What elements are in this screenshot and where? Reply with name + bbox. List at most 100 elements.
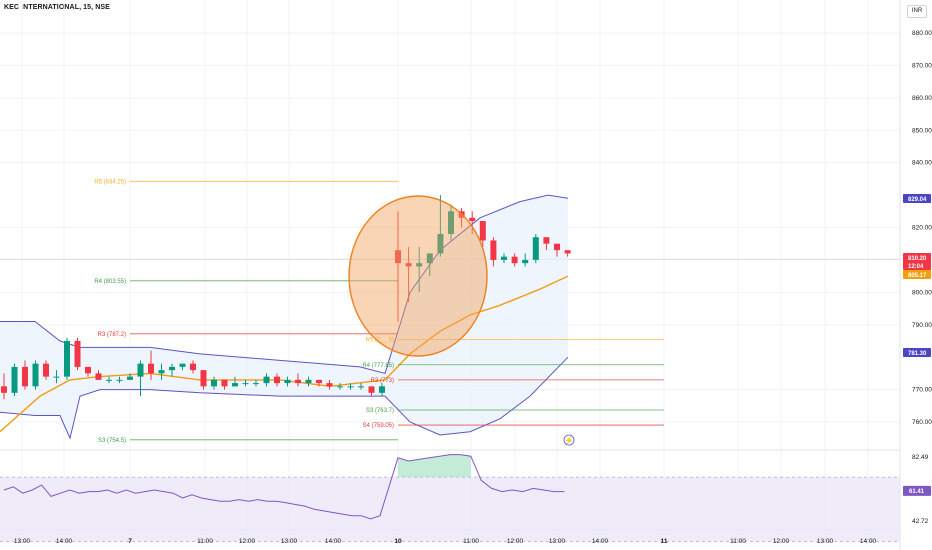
candle-body — [43, 363, 49, 377]
time-axis: 13:00 14:00 7 11:00 12:00 13:00 14:00 10 11:00 12… — [14, 538, 877, 545]
candle-body — [337, 386, 343, 388]
candle-body — [522, 259, 529, 264]
rsi-tag-label: 61.41 — [909, 489, 925, 495]
candle-body — [479, 221, 486, 241]
rsi-band — [0, 477, 900, 542]
price-tags: 829.04 810.20 12:04 805.17 781.30 61.41 — [903, 194, 931, 496]
candle-body — [211, 379, 217, 387]
candle-body — [274, 376, 280, 384]
candle-body — [232, 383, 238, 387]
price-tick-label: 880.00 — [912, 30, 932, 37]
candle-body — [253, 383, 259, 385]
candle-body — [221, 379, 228, 387]
time-tick-label: 14:00 — [860, 538, 877, 545]
candle-body — [158, 370, 165, 374]
time-tick-label: 14:00 — [592, 538, 609, 545]
time-tick-label: 10 — [394, 538, 402, 545]
lightning-icon: ⚡ — [564, 435, 574, 445]
pivot-label: R4 (777.65) — [362, 363, 394, 369]
candle-body — [532, 237, 539, 260]
time-tick-label: 13:00 — [549, 538, 566, 545]
lightning-icon-ring — [563, 434, 575, 446]
rsi-pane — [0, 454, 900, 542]
candle-body — [437, 233, 444, 254]
rsi-tick-label: 82.49 — [912, 454, 929, 461]
price-tag-label: 781.30 — [908, 351, 927, 357]
candle-body — [448, 211, 454, 234]
currency-button[interactable]: INR — [907, 5, 927, 18]
candle-body — [543, 237, 550, 244]
candle-body — [53, 376, 60, 378]
time-tick-label: 14:00 — [325, 538, 342, 545]
pivot-label: S3 (763.7) — [366, 408, 394, 414]
candle-body — [32, 363, 39, 387]
candle-body — [358, 386, 364, 388]
candle-body — [190, 363, 196, 371]
price-tag — [903, 270, 931, 279]
candle-body — [95, 373, 102, 380]
pivot-label: R5 (834.25) — [94, 179, 126, 185]
time-tick-label: 13:00 — [817, 538, 834, 545]
price-tag — [903, 261, 931, 270]
pivot-label: S3 (754.5) — [98, 438, 126, 444]
time-tick-label: 14:00 — [56, 538, 73, 545]
price-tag — [903, 253, 931, 262]
chart-title: KEC INTERNATIONAL, 15, NSE — [4, 4, 110, 11]
rsi-tag — [903, 485, 931, 496]
candle-body — [200, 370, 207, 387]
candle-body — [11, 366, 18, 393]
candle-body — [22, 366, 28, 387]
pivot-label: R3 (773) — [371, 378, 394, 384]
price-tick-label: 820.00 — [912, 225, 932, 232]
candle-body — [64, 340, 70, 377]
price-tick-label: 790.00 — [912, 322, 932, 329]
price-tick-label: 800.00 — [912, 289, 932, 296]
pivot-levels: R5 (834.25) R4 (803.55) R3 (787.2) S3 (754.… — [94, 179, 664, 444]
candle-body — [511, 256, 518, 264]
candle-body — [347, 386, 354, 388]
price-tag-label: 12:04 — [908, 264, 924, 270]
candle-body — [169, 366, 175, 371]
candle-body — [379, 386, 385, 393]
time-tick-label: 12:00 — [773, 538, 790, 545]
bollinger-lower — [0, 356, 569, 440]
pivot-label: R3 (787.2) — [98, 332, 126, 338]
candle-body — [469, 217, 476, 222]
time-tick-label: 13:00 — [14, 538, 31, 545]
candle-body — [305, 379, 312, 384]
candle-body — [416, 263, 423, 267]
candle-body — [295, 379, 301, 384]
candle-body — [284, 379, 291, 384]
price-tick-label: 760.00 — [912, 419, 932, 426]
pivot-label: S4 (759.05) — [363, 423, 394, 429]
candle-body — [242, 383, 249, 385]
candle-body — [1, 386, 7, 393]
candle-body — [116, 379, 123, 381]
pivot-label: R5 (7_._5) — [366, 337, 394, 343]
candle-body — [490, 240, 497, 260]
price-tick-label: 860.00 — [912, 95, 932, 102]
candle-body — [263, 376, 270, 384]
candle-body — [106, 379, 112, 381]
rsi-line — [3, 454, 565, 520]
time-tick-label: 11:00 — [197, 538, 213, 545]
price-tick-label: 840.00 — [912, 160, 932, 167]
price-tag-label: 810.20 — [908, 256, 927, 262]
time-tick-label: 11 — [661, 538, 668, 545]
candle-body — [137, 363, 144, 377]
highlight-ellipse — [348, 195, 488, 357]
candle-body — [405, 263, 412, 267]
price-axis: 880.00 870.00 860.00 850.00 840.00 820.00 800.… — [912, 30, 932, 525]
candle-body — [326, 383, 333, 387]
price-tag — [903, 194, 931, 203]
candle-body — [564, 250, 571, 254]
highlight-circle: ⚡ — [348, 195, 575, 446]
candle-body — [179, 363, 186, 367]
candle-body — [426, 253, 433, 264]
price-tag — [903, 348, 931, 357]
candle-body — [554, 243, 560, 251]
time-tick-label: 11:00 — [730, 538, 746, 545]
pivot-label: R4 (803.55) — [94, 279, 126, 285]
rsi-overbought-fill — [398, 454, 471, 478]
